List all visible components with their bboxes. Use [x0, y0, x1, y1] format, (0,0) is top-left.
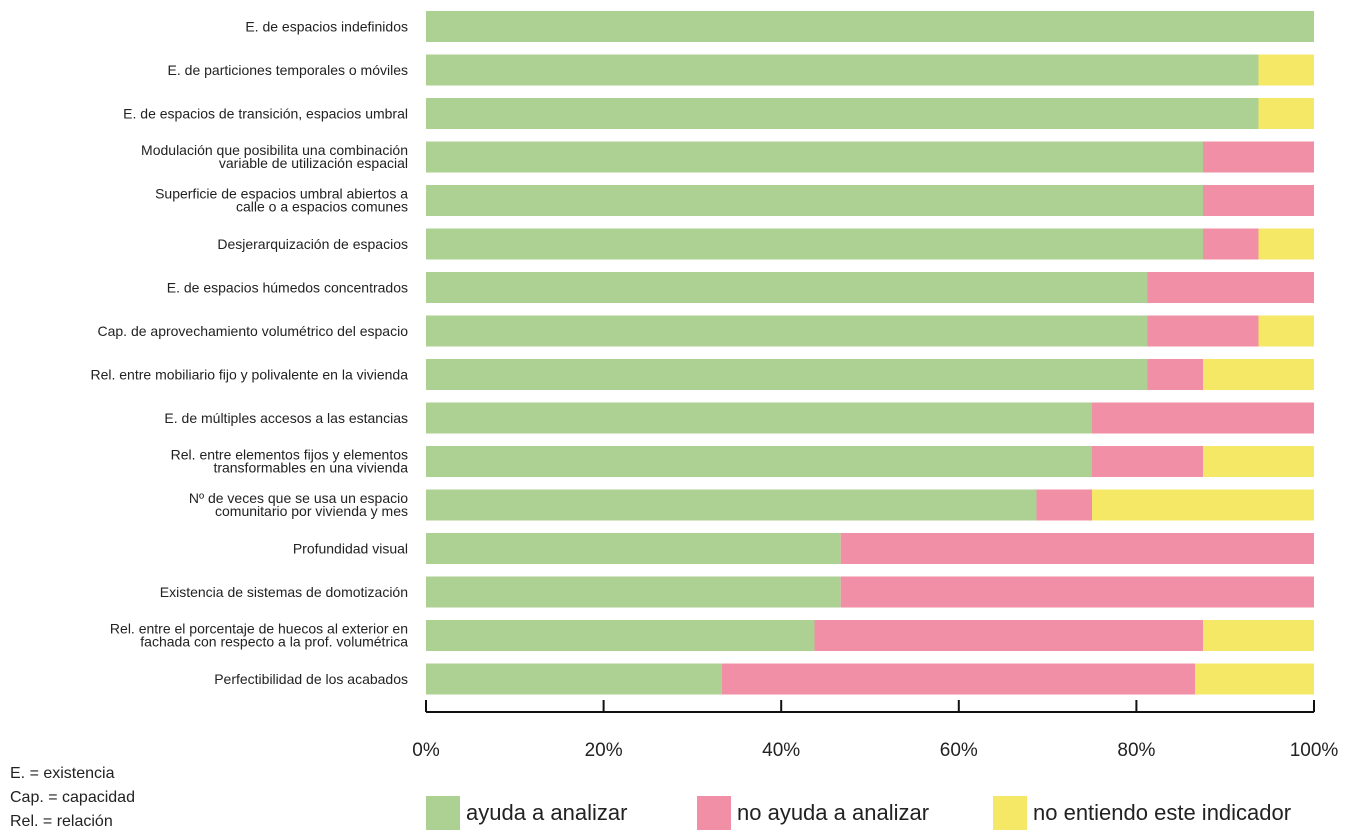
- abbreviation-note: Rel. = relación: [10, 813, 113, 830]
- x-tick-label: 80%: [1117, 740, 1155, 761]
- bar-segment: [1258, 54, 1314, 86]
- bar-segment: [1203, 141, 1314, 173]
- bar-segment: [1258, 315, 1314, 347]
- category-label: comunitario por vivienda y mes: [215, 503, 408, 519]
- bar-segment: [1258, 98, 1314, 129]
- legend-label: no ayuda a analizar: [737, 800, 929, 825]
- legend-swatch: [426, 796, 460, 830]
- category-label: E. de múltiples accesos a las estancias: [164, 410, 408, 426]
- bar-segment: [426, 359, 1148, 390]
- bar-segment: [426, 272, 1148, 303]
- bar-segment: [426, 663, 722, 695]
- bar-segment: [426, 141, 1203, 173]
- abbreviation-note: Cap. = capacidad: [10, 789, 135, 806]
- bar-segment: [1203, 359, 1314, 390]
- bar-segment: [1092, 446, 1203, 477]
- category-label: Nº de veces que se usa un espacio: [189, 490, 408, 506]
- bar-segment: [426, 489, 1037, 521]
- category-label: Desjerarquización de espacios: [217, 236, 408, 252]
- bar-segment: [426, 446, 1092, 477]
- category-label: Modulación que posibilita una combinació…: [141, 142, 408, 158]
- bar-segment: [426, 185, 1203, 216]
- x-tick-label: 60%: [940, 740, 978, 761]
- legend-label: no entiendo este indicador: [1033, 800, 1291, 825]
- bar-segment: [1036, 489, 1092, 521]
- category-label: E. de espacios húmedos concentrados: [167, 280, 408, 296]
- x-tick-label: 20%: [585, 740, 623, 761]
- bar-segment: [840, 533, 1314, 564]
- category-label: Existencia de sistemas de domotización: [160, 584, 408, 600]
- category-label: fachada con respecto a la prof. volumétr…: [140, 634, 408, 650]
- bar-segment: [1203, 228, 1259, 260]
- category-label: Rel. entre mobiliario fijo y polivalente…: [90, 367, 408, 383]
- bar-segment: [426, 54, 1259, 86]
- bar-segment: [1195, 663, 1314, 695]
- bar-segment: [426, 315, 1148, 347]
- bar-segment: [1147, 359, 1203, 390]
- x-tick-label: 40%: [762, 740, 800, 761]
- category-label: Rel. entre el porcentaje de huecos al ex…: [110, 621, 408, 637]
- category-label: transformables en una vivienda: [213, 460, 408, 476]
- legend-swatch: [697, 796, 731, 830]
- category-label: E. de particiones temporales o móviles: [168, 62, 408, 78]
- bar-segment: [1147, 272, 1314, 303]
- bar-segment: [426, 402, 1092, 434]
- bar-segment: [426, 11, 1314, 42]
- bar-segment: [1147, 315, 1259, 347]
- bar-segment: [426, 228, 1203, 260]
- bar-segment: [840, 576, 1314, 608]
- legend-swatch: [993, 796, 1027, 830]
- category-label: Perfectibilidad de los acabados: [214, 671, 408, 687]
- bar-segment: [1258, 228, 1314, 260]
- bar-segment: [1092, 402, 1314, 434]
- category-label: E. de espacios indefinidos: [245, 19, 408, 35]
- bar-segment: [426, 576, 841, 608]
- bar-segment: [1203, 446, 1314, 477]
- bar-segment: [721, 663, 1196, 695]
- bar-segment: [814, 620, 1203, 651]
- category-label: Rel. entre elementos fijos y elementos: [171, 447, 408, 463]
- bar-segment: [1203, 185, 1314, 216]
- abbreviation-note: E. = existencia: [10, 765, 115, 782]
- bar-segment: [426, 620, 815, 651]
- bar-segment: [426, 98, 1259, 129]
- bar-segment: [426, 533, 841, 564]
- category-label: Cap. de aprovechamiento volumétrico del …: [97, 323, 408, 339]
- category-label: Superficie de espacios umbral abiertos a: [155, 186, 408, 202]
- category-label: variable de utilización espacial: [219, 155, 408, 171]
- category-label: calle o a espacios comunes: [236, 199, 408, 215]
- category-label: E. de espacios de transición, espacios u…: [123, 106, 408, 122]
- bar-segment: [1203, 620, 1314, 651]
- legend-label: ayuda a analizar: [466, 800, 627, 825]
- x-tick-label: 100%: [1290, 740, 1339, 761]
- x-tick-label: 0%: [412, 740, 440, 761]
- category-label: Profundidad visual: [293, 541, 408, 557]
- bar-segment: [1092, 489, 1314, 521]
